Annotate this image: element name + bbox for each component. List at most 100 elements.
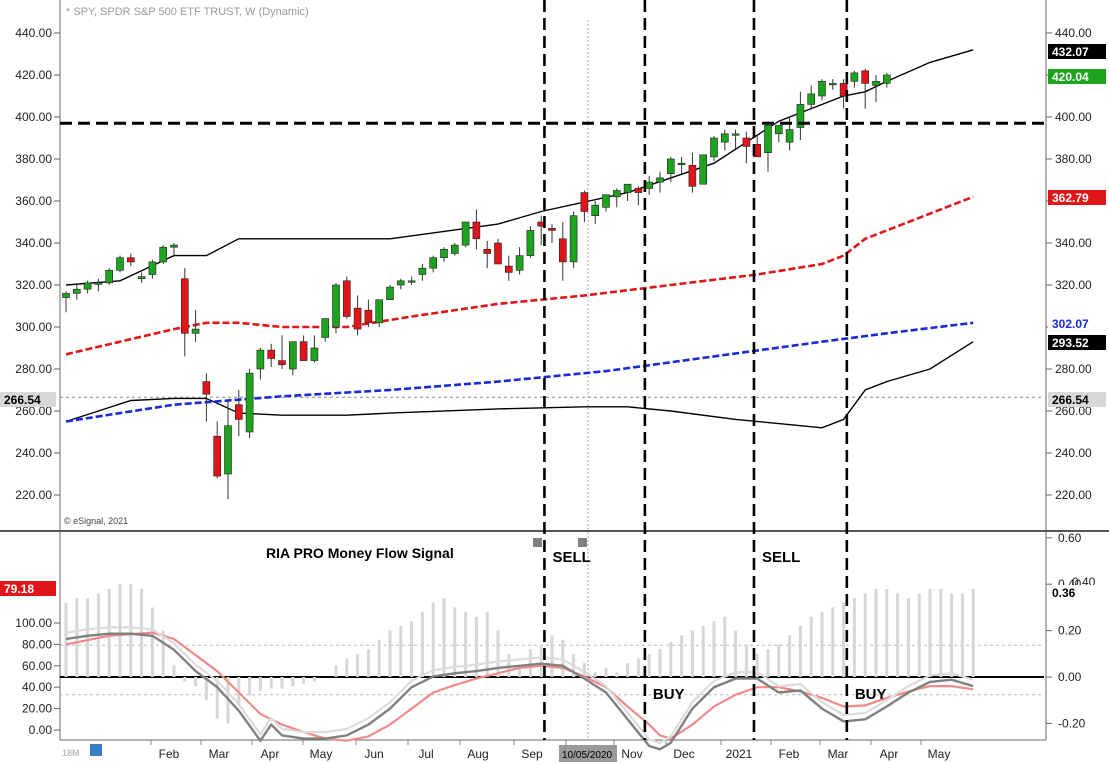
chart-title: * SPY, SPDR S&P 500 ETF TRUST, W (Dynami…: [66, 6, 309, 18]
lower-band-value-tag-box: [1048, 335, 1106, 350]
blue-ma-value-tag-box: [1048, 316, 1106, 331]
indicator-tick-label-right: 0.20: [1058, 624, 1082, 638]
candle-body: [116, 257, 124, 271]
candle-body: [677, 162, 686, 165]
reference-value-tag-left: 266.54: [4, 393, 41, 407]
money-flow-fast-line: [65, 632, 974, 751]
signal-marker-square: [533, 538, 542, 547]
copyright-label: © eSignal, 2021: [64, 516, 128, 526]
month-label: Feb: [159, 747, 180, 761]
money-flow-value-tag-box: [0, 581, 56, 596]
money-flow-value-tag: 79.18: [4, 582, 34, 596]
indicator-tick-label-right: 0.60: [1058, 531, 1082, 545]
price-tick-label-left: 340.00: [15, 236, 52, 250]
candle-body: [83, 282, 92, 290]
price-tick-label-right: 260.00: [1055, 404, 1092, 418]
date-marker-box: [559, 745, 617, 762]
indicator-tick-label-left: 80.00: [22, 637, 52, 651]
indicator-tick-label-left: 60.00: [22, 659, 52, 673]
indicator-tick-label-right: -0.20: [1058, 716, 1086, 730]
candle-body: [645, 181, 654, 189]
price-tick-label-right: 380.00: [1055, 152, 1092, 166]
lower-band-value-tag: 293.52: [1052, 336, 1089, 350]
settings-icon[interactable]: [90, 744, 102, 756]
month-label: Mar: [209, 747, 230, 761]
candle-body: [148, 261, 157, 275]
axes-layer: 440.00440.00420.00420.00400.00400.00380.…: [15, 26, 1092, 761]
candle-body: [515, 255, 524, 271]
candle-body: [461, 221, 470, 246]
candle-body: [839, 83, 848, 97]
money-flow-echo-line: [65, 626, 974, 744]
candle-body: [396, 280, 405, 286]
candle-body: [882, 74, 891, 84]
candle-body: [181, 278, 189, 334]
candle-body: [321, 318, 330, 338]
indicator-tick-label-left: 100.00: [15, 616, 52, 630]
candle-body: [731, 133, 740, 136]
candle-body: [828, 83, 837, 86]
sell-signal-label: SELL: [552, 549, 590, 566]
candle-body: [548, 228, 556, 231]
candle-body: [450, 244, 459, 254]
candle-body: [634, 188, 643, 193]
price-tick-label-right: 280.00: [1055, 362, 1092, 376]
signal-marker-square: [578, 538, 587, 547]
candle-body: [591, 204, 600, 216]
price-tick-label-left: 260.00: [15, 404, 52, 418]
candle-body: [353, 307, 362, 330]
candle-body: [699, 154, 708, 185]
candle-body: [872, 81, 880, 86]
month-label: Mar: [828, 747, 849, 761]
candle-body: [73, 288, 81, 294]
candle-body: [774, 125, 783, 135]
buy-signal-label: BUY: [653, 686, 685, 703]
reference-value-tag-right: 266.54: [1052, 393, 1089, 407]
red-ma-value-tag: 362.79: [1052, 191, 1089, 205]
price-tick-label-left: 380.00: [15, 152, 52, 166]
reference-value-tag-left-box: [0, 392, 56, 407]
candle-body: [213, 435, 221, 477]
month-label: May: [310, 747, 333, 761]
candle-body: [504, 265, 513, 273]
candle-body: [332, 284, 340, 328]
candle-body: [526, 230, 535, 256]
month-label: May: [928, 747, 951, 761]
price-tick-label-right: 320.00: [1055, 278, 1092, 292]
candle-body: [224, 425, 232, 475]
candle-body: [267, 349, 276, 359]
right-axis-area: [1046, 0, 1109, 763]
candle-body: [850, 72, 859, 82]
upper-band-value-tag-box: [1048, 44, 1106, 59]
last-price-value-tag-box: [1048, 69, 1106, 84]
candle-body: [386, 286, 394, 301]
candle-body: [688, 165, 697, 187]
candle-body: [364, 309, 373, 324]
candle-body: [569, 215, 578, 263]
candle-body: [170, 244, 178, 248]
candle-body: [310, 347, 319, 361]
candle-body: [483, 249, 492, 254]
candle-body: [429, 257, 438, 269]
candle-body: [440, 249, 448, 259]
price-tick-label-right: 400.00: [1055, 110, 1092, 124]
month-label: Feb: [779, 747, 800, 761]
last-price-value-tag: 420.04: [1052, 70, 1089, 84]
price-tick-label-left: 420.00: [15, 68, 52, 82]
date-marker-label: 10/05/2020: [562, 750, 612, 761]
sell-signal-label: SELL: [762, 549, 800, 566]
candle-body: [202, 381, 211, 395]
reference-value-tag-right-box: [1048, 392, 1106, 407]
signals-layer: SELL BUY SELL BUY: [60, 0, 1044, 740]
candle-body: [235, 404, 243, 420]
candle-body: [159, 246, 167, 263]
price-tick-label-right: 440.00: [1055, 26, 1092, 40]
buy-signal-label: BUY: [855, 686, 887, 703]
indicator-title: RIA PRO Money Flow Signal: [266, 545, 454, 561]
candle-body: [807, 93, 816, 105]
month-label: Apr: [261, 747, 280, 761]
price-tick-label-right: 340.00: [1055, 236, 1092, 250]
candle-body: [666, 158, 675, 174]
